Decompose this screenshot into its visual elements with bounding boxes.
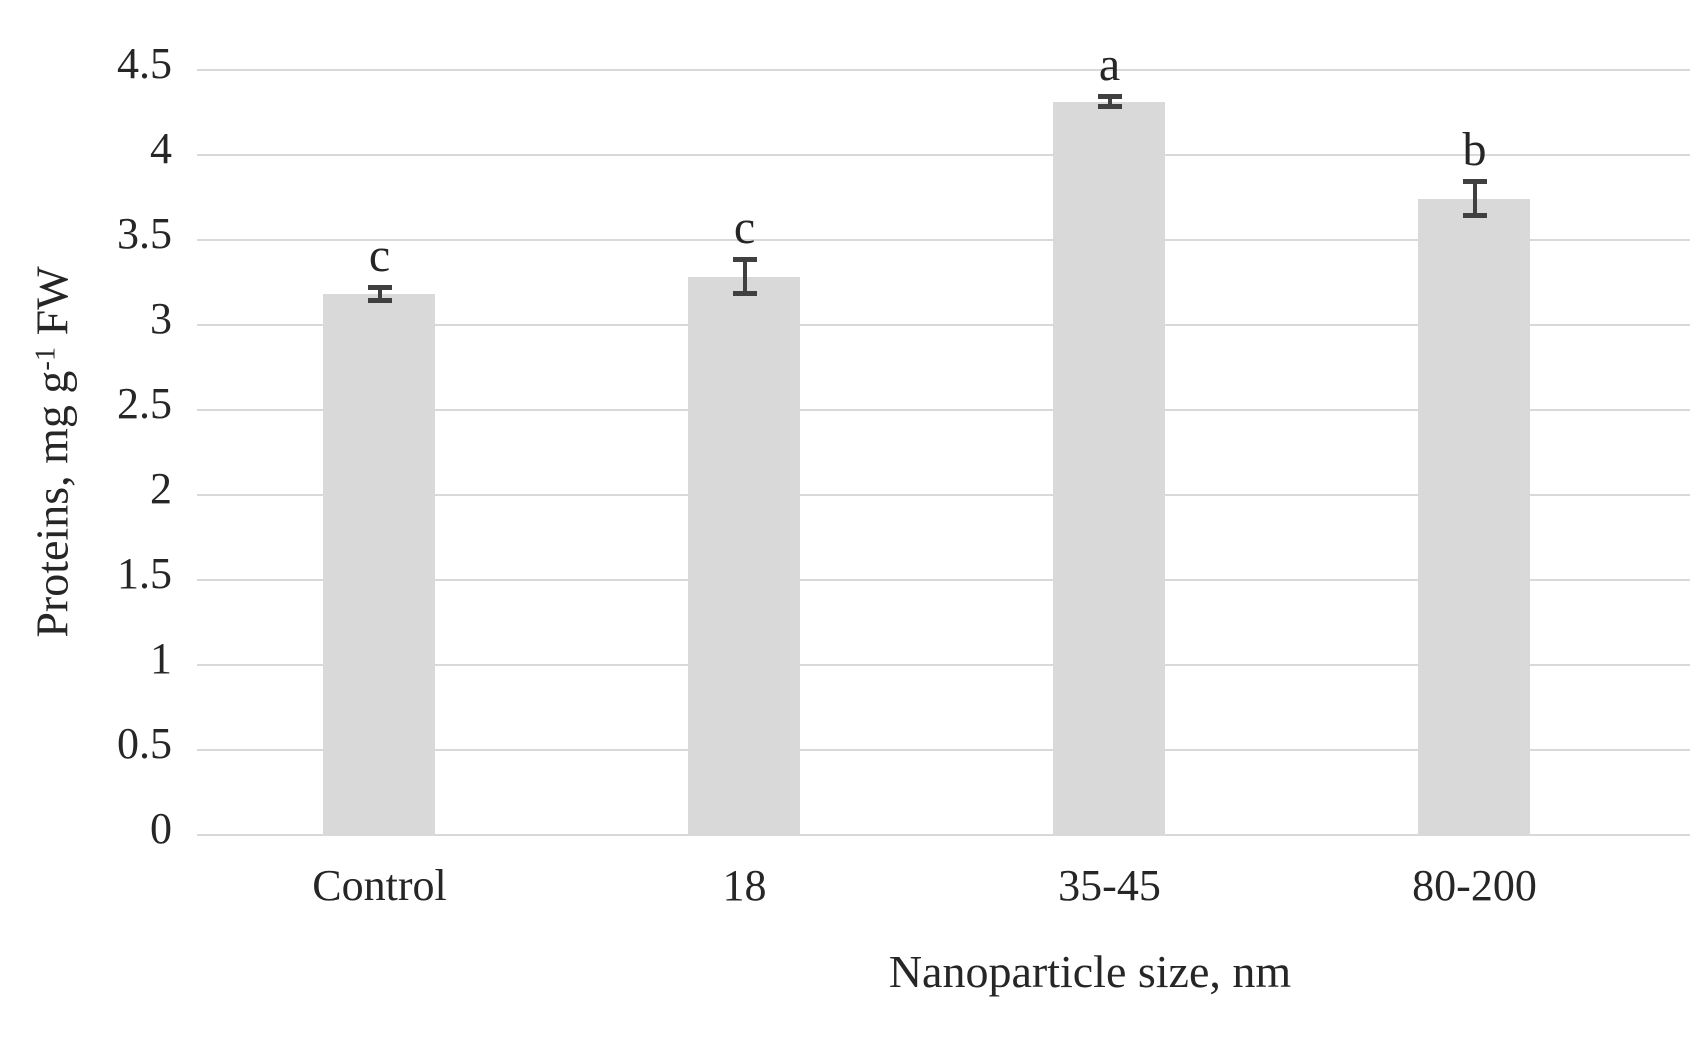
y-tick-label: 4.5 — [117, 39, 172, 88]
error-bar-cap — [732, 291, 757, 297]
bar-group-35-45: a — [927, 41, 1292, 835]
gridline — [197, 154, 1690, 156]
gridline — [197, 834, 1690, 836]
bar — [688, 277, 800, 835]
bar — [323, 294, 435, 835]
y-tick-label: 3 — [150, 294, 172, 343]
error-bar-cap — [1097, 104, 1122, 110]
error-bar-line — [1472, 182, 1477, 217]
y-tick-label: 1.5 — [117, 549, 172, 598]
bar — [1418, 199, 1530, 835]
gridline — [197, 409, 1690, 411]
significance-letter: c — [733, 201, 756, 255]
error-bar-line — [377, 287, 382, 302]
error-bar-line — [1107, 97, 1112, 108]
y-tick-label: 4 — [150, 124, 172, 173]
y-tick-label: 1 — [150, 634, 172, 683]
significance-letter: b — [1462, 123, 1487, 177]
y-tick-label: 2.5 — [117, 379, 172, 428]
gridline — [197, 749, 1690, 751]
x-axis-title: Nanoparticle size, nm — [888, 946, 1292, 997]
error-bar-cap — [367, 298, 392, 304]
bar-group-18: c — [562, 70, 927, 835]
x-tick-label: 18 — [722, 861, 767, 910]
x-tick-label: 35-45 — [1058, 861, 1161, 910]
x-tick-label: Control — [312, 861, 447, 910]
significance-letter: c — [368, 228, 391, 282]
bar-group-80-200: b — [1292, 70, 1657, 835]
error-bar-cap — [367, 284, 392, 290]
y-tick-label: 0 — [150, 804, 172, 853]
gridline — [197, 239, 1690, 241]
y-tick-label: 2 — [150, 464, 172, 513]
significance-letter: a — [1098, 38, 1121, 92]
gridline — [197, 664, 1690, 666]
error-bar-cap — [1462, 179, 1487, 185]
y-tick-label: 0.5 — [117, 719, 172, 768]
error-bar-cap — [1462, 213, 1487, 219]
gridline — [197, 69, 1690, 71]
bar-group-control: c — [197, 70, 562, 835]
error-bar-cap — [732, 257, 757, 263]
plot-area: c c a b — [197, 41, 1690, 836]
gridline — [197, 494, 1690, 496]
error-bar-line — [742, 260, 747, 295]
x-tick-label: 80-200 — [1412, 861, 1537, 910]
y-axis-title-superscript: -1 — [30, 346, 62, 371]
y-tick-label: 3.5 — [117, 209, 172, 258]
gridline — [197, 324, 1690, 326]
error-bar-cap — [1097, 94, 1122, 100]
gridline — [197, 579, 1690, 581]
bars-area: c c a b — [197, 41, 1657, 835]
bar — [1053, 102, 1165, 835]
